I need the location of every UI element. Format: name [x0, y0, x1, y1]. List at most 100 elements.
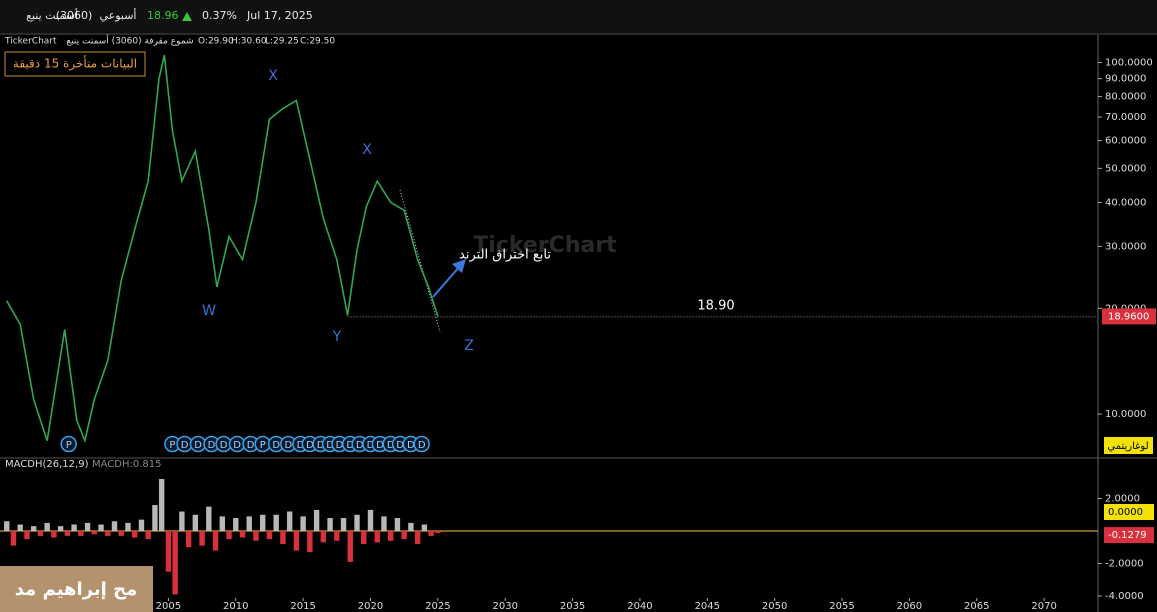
histogram-bar [354, 514, 360, 532]
x-tick-label: 2020 [358, 601, 383, 612]
histogram-bar [37, 531, 44, 536]
histogram-bar [293, 531, 300, 551]
histogram-bar [334, 531, 340, 541]
event-label: D [407, 440, 415, 451]
histogram-bar [192, 514, 199, 532]
histogram-bar [266, 531, 273, 540]
y-tick-label: -2.0000 [1105, 559, 1144, 570]
histogram-bar [212, 531, 219, 551]
y-tick-label: 50.0000 [1105, 163, 1146, 174]
event-label: D [387, 440, 395, 451]
high: H:30.60 [231, 37, 267, 47]
histogram-bar [273, 514, 279, 532]
event-label: D [396, 440, 404, 451]
histogram-bar [239, 531, 246, 538]
zero-label-box [1104, 504, 1154, 521]
x-tick-label: 2010 [223, 601, 248, 612]
histogram-bar [185, 531, 192, 548]
histogram-bar [132, 531, 138, 538]
histogram-bar [51, 531, 57, 538]
histogram-bar [125, 522, 131, 532]
event-label: D [306, 440, 314, 451]
histogram-bar [138, 519, 145, 532]
overlay-box [0, 566, 153, 612]
event-label: D [297, 440, 305, 451]
trendline [399, 189, 441, 333]
last-value-label: -0.1279 [1108, 530, 1147, 541]
histogram-bar [408, 522, 414, 532]
histogram-bar [78, 531, 84, 536]
histogram-bar [199, 531, 205, 546]
last-value-label: 18.9600 [1108, 311, 1149, 322]
histogram-bar [44, 522, 50, 532]
period: أسبوعي [99, 8, 136, 22]
change: 0.37% [202, 9, 237, 22]
event-label: D [272, 440, 280, 451]
event-label: D [233, 440, 241, 451]
event-label: P [260, 440, 266, 451]
histogram-bar [340, 518, 347, 532]
arrow-shaft [432, 265, 461, 298]
note-text: تابع اختراق الترند [459, 248, 551, 263]
date: Jul 17, 2025 [246, 9, 313, 22]
event-label: D [208, 440, 216, 451]
scale-box [1104, 437, 1153, 454]
histogram-bar [91, 531, 98, 535]
histogram-bar [158, 479, 165, 532]
histogram-bar [327, 518, 333, 532]
event-label: D [346, 440, 354, 451]
wave-label: X [268, 68, 278, 84]
event-label: D [367, 440, 375, 451]
y-tick-label: 40.0000 [1105, 197, 1146, 208]
histogram-bar [84, 522, 91, 532]
histogram-bar [367, 509, 374, 532]
histogram-bar [98, 524, 104, 532]
open: O:29.90 [198, 37, 234, 47]
histogram-bar [71, 524, 77, 532]
histogram-bar [381, 516, 387, 532]
arrow-head [452, 259, 466, 273]
histogram-bar [57, 526, 64, 532]
histogram-bar [260, 514, 266, 532]
histogram-bar [401, 531, 407, 540]
histogram-bar [280, 531, 286, 545]
event-label: D [376, 440, 384, 451]
x-tick-label: 2065 [964, 601, 989, 612]
stock-name: أسمنت ينبع [26, 8, 78, 22]
panel-readout: MACDH:0.815 [92, 459, 162, 470]
event-label: D [356, 440, 364, 451]
histogram-bar [4, 521, 10, 532]
histogram-bar [172, 531, 178, 595]
y-tick-label: -4.0000 [1105, 591, 1144, 602]
event-label: D [284, 440, 292, 451]
histogram-bar [414, 531, 421, 545]
histogram-bar [17, 524, 23, 532]
y-tick-label: 80.0000 [1105, 92, 1146, 103]
y-tick-label: 60.0000 [1105, 136, 1146, 147]
histogram-bar [361, 531, 367, 545]
event-label: D [326, 440, 334, 451]
histogram-bar [286, 511, 293, 532]
wave-label: Z [464, 338, 474, 354]
delay-box [4, 51, 146, 77]
x-tick-label: 2050 [762, 601, 787, 612]
y-tick-label: 70.0000 [1105, 112, 1146, 123]
wave-label: X [362, 142, 372, 158]
y-tick-label: 90.0000 [1105, 74, 1146, 85]
last-value-box [1104, 527, 1154, 544]
event-label: D [181, 440, 189, 451]
histogram-bar [388, 531, 394, 541]
y-tick-label: 10.0000 [1105, 409, 1146, 420]
panel-title: MACDH(26,12,9) [5, 459, 89, 470]
overlay-text: مح إبراهيم مد [15, 579, 137, 600]
event-label: D [317, 440, 325, 451]
wave-label: W [202, 303, 216, 319]
low: L:29.25 [265, 37, 299, 47]
x-tick-label: 2015 [290, 601, 315, 612]
histogram-bar [394, 518, 401, 532]
event-label: D [418, 440, 426, 451]
histogram-bar [226, 531, 232, 540]
y-tick-label: 100.0000 [1105, 58, 1153, 69]
x-tick-label: 2070 [1031, 601, 1056, 612]
